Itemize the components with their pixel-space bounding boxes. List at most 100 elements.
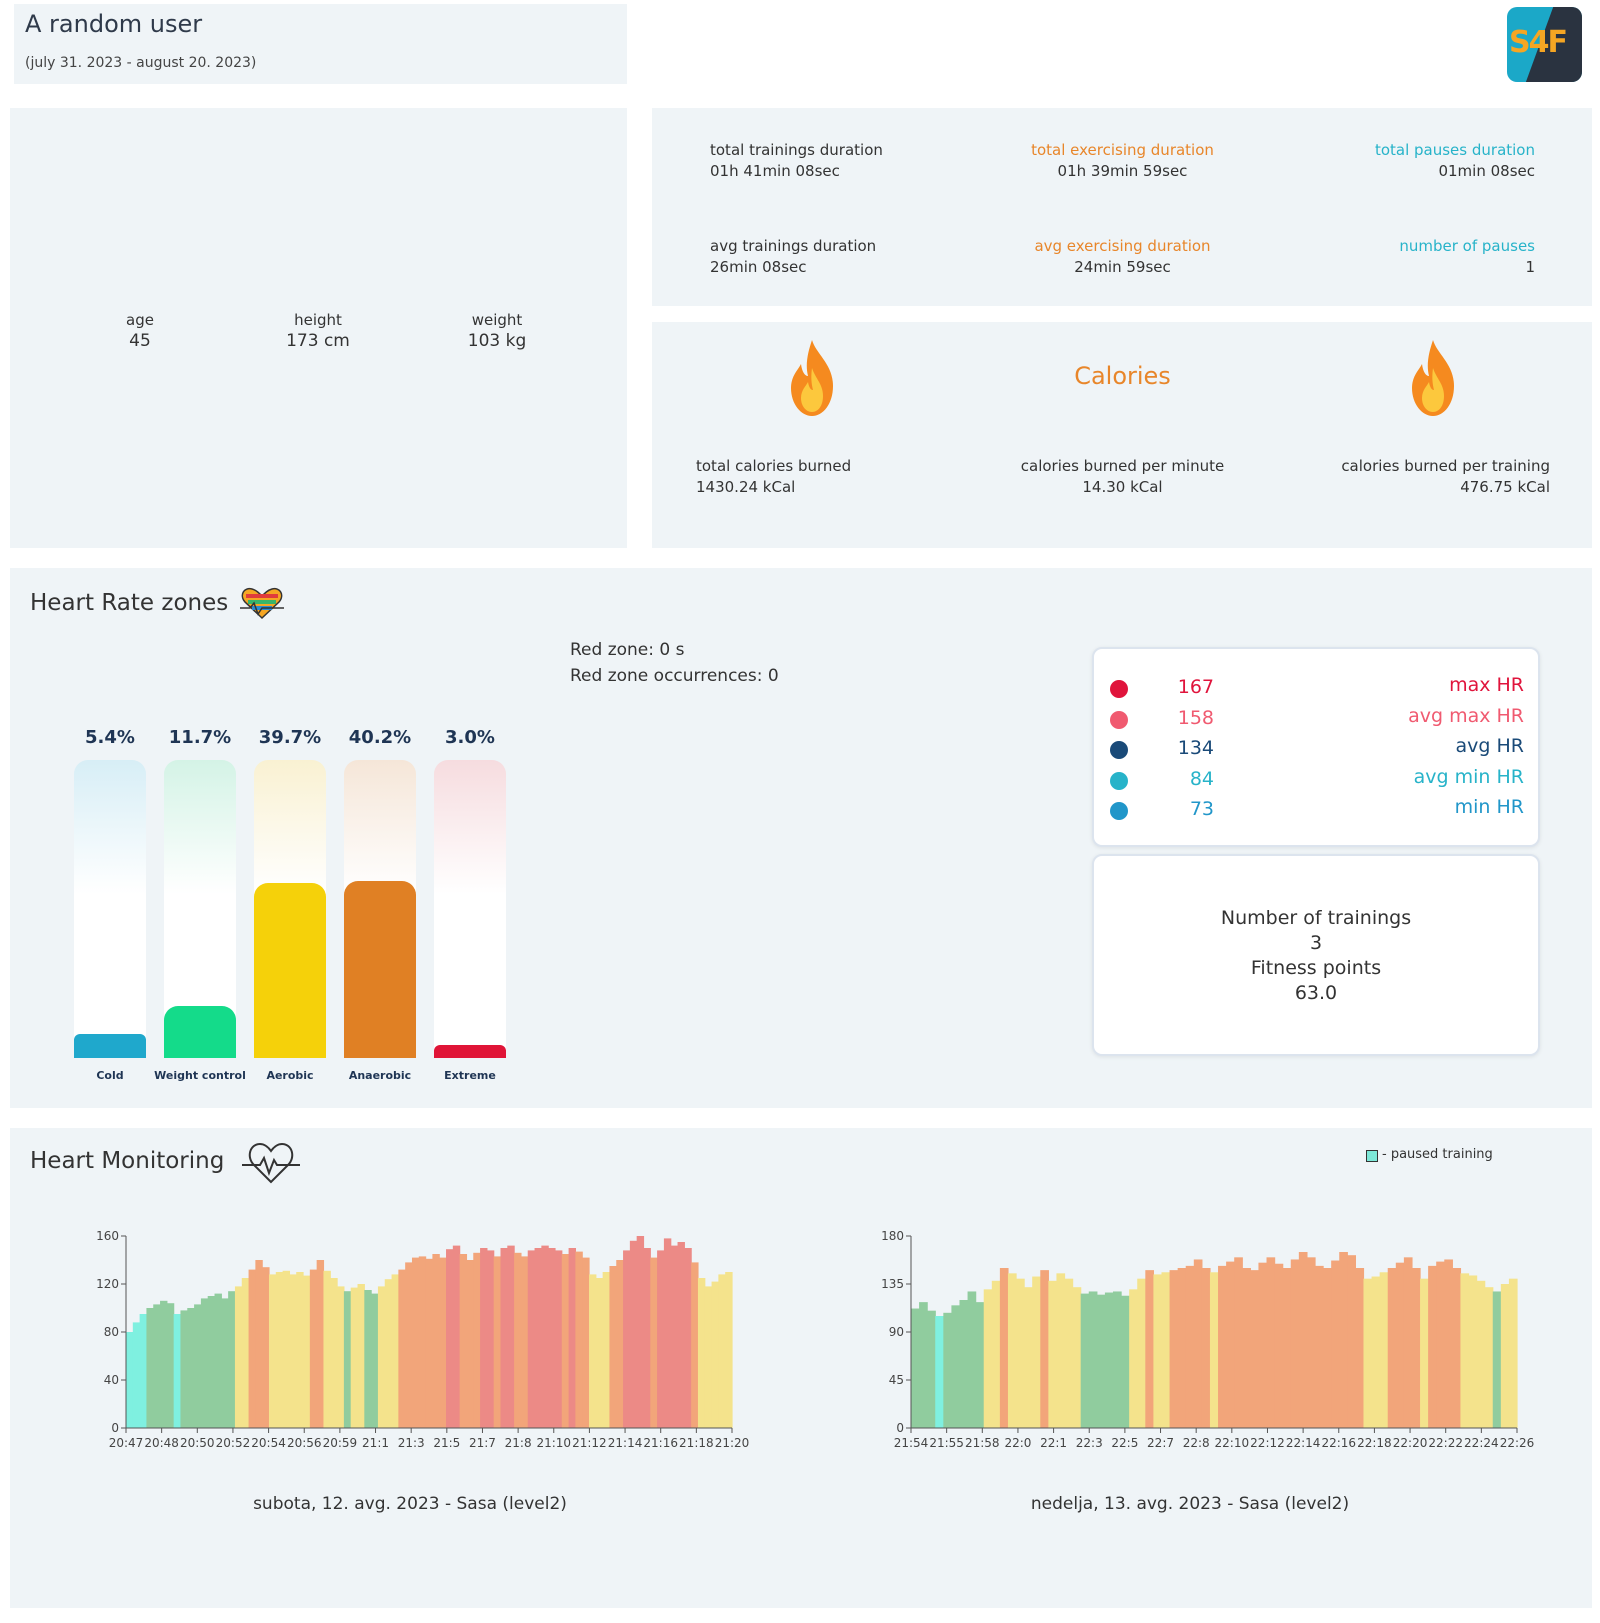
zone-percent-1: 11.7% — [168, 727, 232, 748]
hr-stat-label: min HR — [1454, 796, 1524, 818]
hr-sample-bar — [1315, 1265, 1324, 1428]
fitness-value: 63.0 — [1294, 982, 1338, 1004]
x-tick-label: 21:10 — [536, 1436, 571, 1450]
hr-sample-bar — [1355, 1268, 1365, 1428]
hr-sample-bar — [1145, 1270, 1154, 1428]
hr-sample-bar — [1096, 1294, 1106, 1428]
hr-sample-bar — [554, 1250, 563, 1428]
hr-sample-bar — [595, 1278, 604, 1428]
hr-stat-dot — [1110, 802, 1128, 820]
hr-sample-bar — [303, 1275, 311, 1428]
hr-sample-bar — [1072, 1287, 1082, 1428]
hr-sample-bar — [405, 1262, 413, 1428]
hr-sample-bar — [1460, 1273, 1470, 1428]
hr-sample-bar — [1169, 1270, 1179, 1428]
date-range: (july 31. 2023 - august 20. 2023) — [25, 55, 257, 71]
zone-label-3: Anaerobic — [348, 1069, 412, 1082]
hr-stat-dot — [1110, 771, 1128, 790]
hr-sample-bar — [1056, 1273, 1066, 1428]
hr-sample-bar — [234, 1286, 243, 1428]
y-tick-label: 0 — [111, 1421, 119, 1435]
hr-sample-bar — [1290, 1259, 1300, 1428]
zone-label-4: Extreme — [444, 1069, 496, 1082]
hr-sample-bar — [697, 1278, 706, 1428]
hr-sample-bar — [1218, 1265, 1227, 1428]
x-tick-label: 21:20 — [715, 1436, 750, 1450]
hr-stat-value: 134 — [1177, 737, 1214, 759]
hr-sample-bar — [350, 1287, 359, 1428]
calories-per-training: calories burned per training 476.75 kCal — [1341, 457, 1550, 496]
pauses-count: number of pauses 1 — [1399, 237, 1535, 276]
hr-sample-bar — [493, 1256, 502, 1428]
hr-sample-bar — [1452, 1268, 1462, 1428]
hr-sample-bar — [1161, 1272, 1171, 1428]
fire-icon — [1412, 340, 1454, 416]
hr-stat-value: 73 — [1189, 798, 1214, 820]
zone-bar-2 — [254, 760, 326, 1058]
hr-sample-bar — [1088, 1291, 1098, 1428]
trainings-label: Number of trainings — [1220, 907, 1412, 929]
hr-sample-bar — [711, 1281, 719, 1428]
hr-sample-bar — [943, 1312, 952, 1428]
fitness-label: Fitness points — [1250, 957, 1382, 979]
hr-sample-bar — [132, 1322, 141, 1428]
hr-sample-bar — [1258, 1262, 1268, 1428]
hr-stat-dot — [1110, 710, 1128, 729]
hr-sample-bar — [684, 1248, 692, 1428]
hr-sample-bar — [541, 1245, 549, 1428]
hr-sample-bar — [1024, 1287, 1033, 1428]
hr-sample-bar — [1064, 1278, 1074, 1428]
hr-stat-row: 84 avg min HR — [1094, 766, 1538, 796]
calories-title: Calories — [1074, 362, 1171, 390]
hr-sample-bar — [439, 1257, 447, 1428]
hr-stat-value: 158 — [1177, 706, 1214, 729]
x-tick-label: 22:10 — [1215, 1436, 1250, 1450]
hr-sample-bar — [459, 1254, 468, 1428]
hr-sample-bar — [1016, 1278, 1025, 1428]
hr-sample-bar — [1508, 1278, 1518, 1428]
zone-bar-fill-1 — [164, 1006, 236, 1058]
zone-percent-3: 40.2% — [348, 727, 412, 748]
hr-sample-bar — [275, 1272, 284, 1428]
x-tick-label: 22:26 — [1500, 1436, 1535, 1450]
hr-sample-bar — [1080, 1293, 1090, 1428]
total-calories: total calories burned 1430.24 kCal — [696, 457, 852, 496]
y-tick-label: 40 — [104, 1373, 119, 1387]
hr-sample-bar — [589, 1274, 597, 1428]
hr-sample-bar — [1234, 1257, 1243, 1428]
app-logo: S4F — [1507, 7, 1582, 82]
x-tick-label: 22:18 — [1357, 1436, 1392, 1450]
hr-sample-bar — [200, 1298, 209, 1428]
hr-stat-row: 73 min HR — [1094, 796, 1538, 826]
hr-sample-bar — [316, 1260, 325, 1428]
x-tick-label: 22:14 — [1286, 1436, 1321, 1450]
y-tick-label: 0 — [896, 1421, 904, 1435]
hr-sample-bar — [411, 1257, 420, 1428]
hr-sample-bar — [1121, 1295, 1130, 1428]
heartbeat-icon — [242, 1142, 300, 1184]
hr-sample-bar — [1444, 1259, 1453, 1428]
hr-sample-bar — [1266, 1257, 1276, 1428]
x-tick-label: 21:16 — [643, 1436, 678, 1450]
x-tick-label: 21:54 — [894, 1436, 929, 1450]
hr-sample-bar — [1185, 1265, 1195, 1428]
calories-per-minute: calories burned per minute 14.30 kCal — [1020, 457, 1225, 496]
hr-sample-bar — [1226, 1261, 1235, 1428]
chart-2-caption: nedelja, 13. avg. 2023 - Sasa (level2) — [1030, 1494, 1350, 1514]
x-tick-label: 20:59 — [323, 1436, 358, 1450]
x-tick-label: 21:8 — [505, 1436, 532, 1450]
hr-sample-bar — [718, 1274, 726, 1428]
hr-sample-bar — [919, 1302, 928, 1428]
hr-stat-dot — [1110, 680, 1128, 698]
zone-bar-fill-3 — [344, 880, 416, 1058]
height-stat: height 173 cm — [286, 311, 350, 351]
hr-sample-bar — [1201, 1268, 1211, 1428]
hr-sample-bar — [520, 1256, 529, 1428]
zone-label-0: Cold — [96, 1069, 124, 1082]
heart-rate-chart-2: 0 45 90 135 180 21:54 21:55 21:58 22:0 22:1 22:3 22… — [881, 1229, 1535, 1450]
hr-sample-bar — [534, 1248, 542, 1428]
hr-sample-bar — [160, 1300, 168, 1428]
hr-sample-bar — [677, 1242, 685, 1428]
x-tick-label: 21:5 — [433, 1436, 460, 1450]
hr-sample-bar — [153, 1304, 161, 1428]
